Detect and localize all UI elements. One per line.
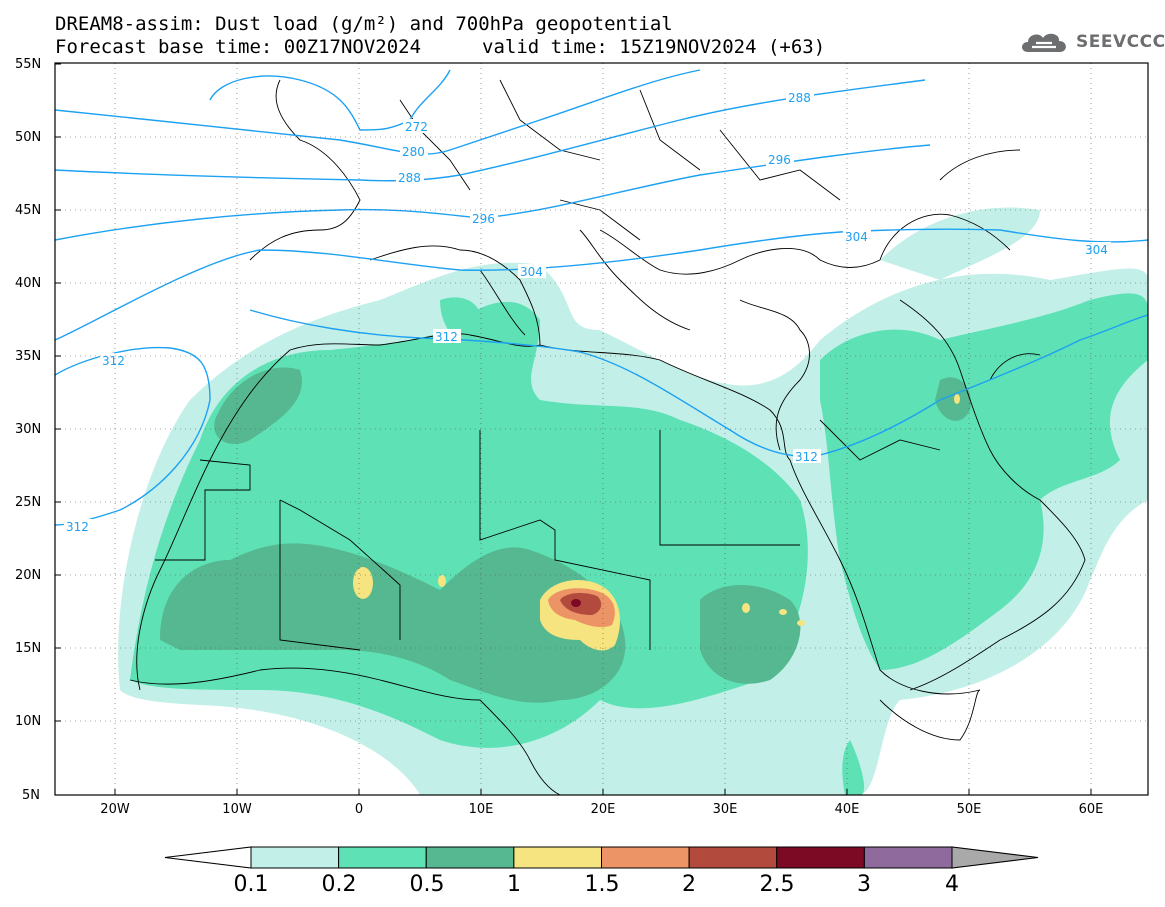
seevccc-logo: SEEVCCC	[1018, 28, 1165, 56]
lon-label: 20E	[591, 802, 616, 817]
longitude-labels: 20W 10W 0 10E 20E 30E 40E 50E 60E	[100, 802, 1103, 817]
lat-label: 15N	[15, 641, 41, 656]
lat-label: 30N	[15, 422, 41, 437]
colorbar-tick: 2	[682, 872, 696, 897]
colorbar-tick: 0.5	[410, 872, 445, 897]
lon-label: 60E	[1079, 802, 1104, 817]
colorbar-segment	[863, 846, 953, 869]
contour-label: 312	[66, 520, 89, 534]
lat-label: 10N	[15, 714, 41, 729]
colorbar	[164, 846, 1039, 869]
dust-level-2.5	[571, 599, 581, 607]
colorbar-segment	[338, 846, 427, 869]
lon-label: 10W	[222, 802, 252, 817]
colorbar-tick: 0.1	[234, 872, 269, 897]
lat-label: 25N	[15, 495, 41, 510]
contour-label: 272	[405, 120, 428, 134]
lat-label: 50N	[15, 130, 41, 145]
colorbar-tick: 1.5	[585, 872, 620, 897]
colorbar-segment	[688, 846, 778, 869]
lon-label: 0	[355, 802, 363, 817]
coastlines	[129, 79, 1086, 795]
logo-text: SEEVCCC	[1076, 32, 1165, 52]
graticule	[55, 63, 1148, 795]
lon-label: 50E	[957, 802, 982, 817]
colorbar-tick: 1	[507, 872, 521, 897]
forecast-base-time: Forecast base time: 00Z17NOV2024	[55, 36, 422, 58]
contour-label: 312	[795, 450, 818, 464]
contour-label: 312	[435, 330, 458, 344]
contour-label: 288	[398, 171, 421, 185]
lat-label: 20N	[15, 568, 41, 583]
colorbar-segment	[513, 846, 602, 869]
contour-label: 304	[845, 230, 868, 244]
contour-label: 304	[1085, 243, 1108, 257]
colorbar-tick: 3	[857, 872, 871, 897]
contour-labels: 272 280 288 288 296 296 304 304 304 312 …	[64, 90, 1111, 534]
lon-label: 20W	[100, 802, 130, 817]
colorbar-tick: 4	[945, 872, 959, 897]
colorbar-over-arrow	[951, 846, 1039, 869]
lat-label: 35N	[15, 349, 41, 364]
contour-label: 312	[102, 354, 125, 368]
valid-time: valid time: 15Z19NOV2024 (+63)	[482, 36, 826, 58]
latitude-labels: 55N 50N 45N 40N 35N 30N 25N 20N 15N 10N …	[15, 57, 41, 803]
colorbar-tick: 0.2	[322, 872, 357, 897]
lat-label: 45N	[15, 203, 41, 218]
colorbar-labels: 0.1 0.2 0.5 1 1.5 2 2.5 3 4	[234, 872, 960, 897]
cloud-logo-icon	[1022, 33, 1066, 52]
contour-label: 280	[402, 145, 425, 159]
colorbar-segment	[776, 846, 865, 869]
colorbar-tick: 2.5	[760, 872, 795, 897]
lon-label: 40E	[835, 802, 860, 817]
ticks	[55, 63, 1092, 795]
lat-label: 5N	[22, 788, 40, 803]
contour-label: 304	[520, 265, 543, 279]
colorbar-under-arrow	[164, 846, 252, 869]
lat-label: 40N	[15, 276, 41, 291]
dust-level-0.5	[160, 367, 971, 703]
colorbar-segment	[601, 846, 690, 869]
lon-label: 30E	[713, 802, 738, 817]
colorbar-segment	[250, 846, 340, 869]
map-title: DREAM8-assim: Dust load (g/m²) and 700hP…	[55, 13, 673, 35]
colorbar-segment	[425, 846, 515, 869]
contour-label: 288	[788, 91, 811, 105]
lon-label: 10E	[469, 802, 494, 817]
contour-label: 296	[472, 212, 495, 226]
contour-label: 296	[768, 153, 791, 167]
lat-label: 55N	[15, 57, 41, 72]
